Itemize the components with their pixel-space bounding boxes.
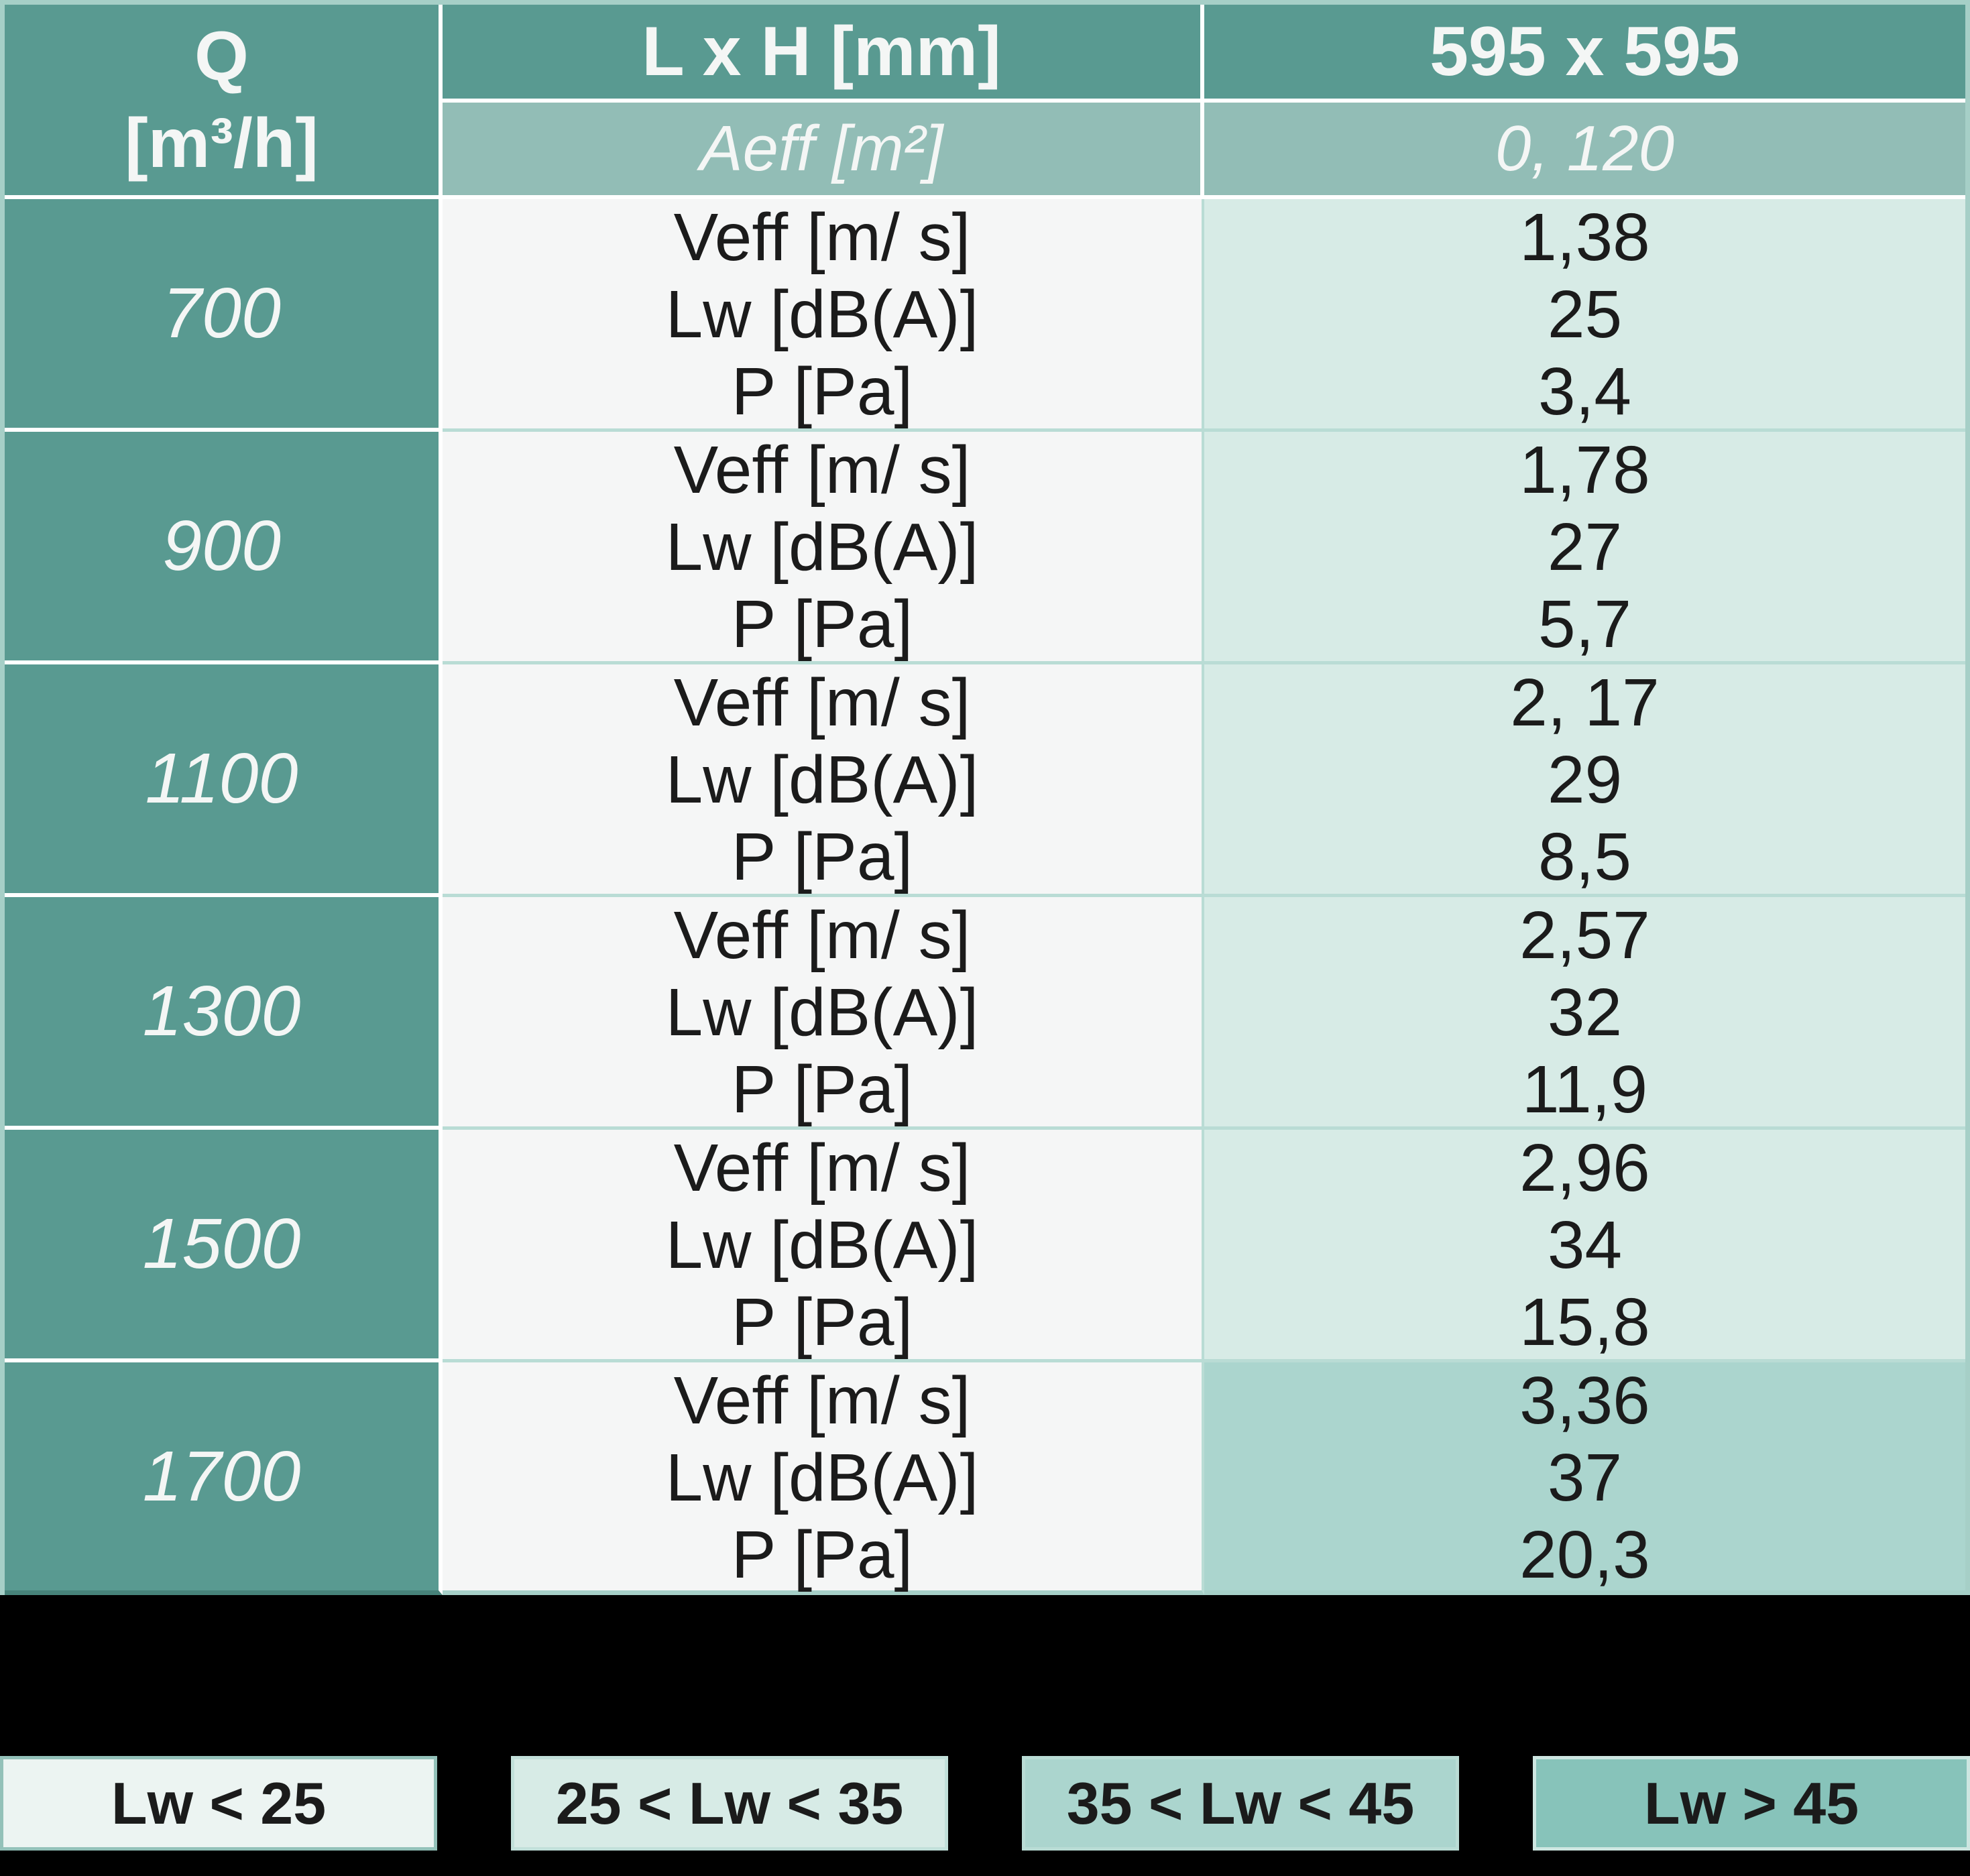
aeff-header: Aeff [m²] bbox=[443, 103, 1204, 199]
metric-label-lw: Lw [dB(A)] bbox=[665, 975, 979, 1050]
p-value: 8,5 bbox=[1538, 819, 1631, 894]
lw-value: 32 bbox=[1547, 975, 1623, 1050]
p-value: 20,3 bbox=[1519, 1517, 1650, 1592]
metric-values-cell: 1,78 27 5,7 bbox=[1204, 432, 1965, 664]
q-unit: [m³/h] bbox=[125, 105, 318, 182]
metric-label-veff: Veff [m/ s] bbox=[673, 1363, 971, 1438]
legend-item-lw-gt-45: Lw > 45 bbox=[1533, 1756, 1970, 1851]
metric-label-lw: Lw [dB(A)] bbox=[665, 742, 979, 817]
legend-item-lw-25-35: 25 < Lw < 35 bbox=[511, 1756, 948, 1851]
p-value: 15,8 bbox=[1519, 1285, 1650, 1360]
lw-value: 29 bbox=[1547, 742, 1623, 817]
metric-label-p: P [Pa] bbox=[731, 1052, 913, 1127]
metric-values-cell: 2,57 32 11,9 bbox=[1204, 897, 1965, 1130]
metric-label-p: P [Pa] bbox=[731, 354, 913, 429]
veff-value: 2, 17 bbox=[1510, 665, 1660, 740]
lw-value: 27 bbox=[1547, 510, 1623, 585]
metric-label-p: P [Pa] bbox=[731, 1285, 913, 1360]
veff-value: 2,57 bbox=[1519, 898, 1650, 973]
lw-value: 34 bbox=[1547, 1208, 1623, 1283]
metric-label-lw: Lw [dB(A)] bbox=[665, 510, 979, 585]
metric-label-p: P [Pa] bbox=[731, 587, 913, 662]
lw-color-legend: Lw < 25 25 < Lw < 35 35 < Lw < 45 Lw > 4… bbox=[0, 1756, 1970, 1851]
metric-labels-cell: Veff [m/ s] Lw [dB(A)] P [Pa] bbox=[443, 1362, 1204, 1595]
lw-value: 37 bbox=[1547, 1440, 1623, 1515]
q-value-cell: 1100 bbox=[5, 664, 443, 897]
q-value-cell: 700 bbox=[5, 199, 443, 432]
q-value-cell: 1700 bbox=[5, 1362, 443, 1595]
q-symbol: Q bbox=[194, 17, 249, 95]
q-column-header: Q [m³/h] bbox=[5, 5, 443, 199]
acoustic-data-table: Q [m³/h] L x H [mm] 595 x 595 Aeff [m²] … bbox=[0, 0, 1970, 1595]
metric-label-p: P [Pa] bbox=[731, 819, 913, 894]
metric-labels-cell: Veff [m/ s] Lw [dB(A)] P [Pa] bbox=[443, 1130, 1204, 1362]
p-value: 11,9 bbox=[1521, 1052, 1648, 1127]
q-value-cell: 900 bbox=[5, 432, 443, 664]
metric-label-veff: Veff [m/ s] bbox=[673, 898, 971, 973]
metric-label-veff: Veff [m/ s] bbox=[673, 432, 971, 508]
metric-label-veff: Veff [m/ s] bbox=[673, 200, 971, 275]
metric-values-cell: 1,38 25 3,4 bbox=[1204, 199, 1965, 432]
metric-labels-cell: Veff [m/ s] Lw [dB(A)] P [Pa] bbox=[443, 664, 1204, 897]
metric-values-cell: 2, 17 29 8,5 bbox=[1204, 664, 1965, 897]
veff-value: 1,38 bbox=[1519, 200, 1650, 275]
metric-labels-cell: Veff [m/ s] Lw [dB(A)] P [Pa] bbox=[443, 432, 1204, 664]
p-value: 3,4 bbox=[1538, 354, 1631, 429]
metric-label-lw: Lw [dB(A)] bbox=[665, 1208, 979, 1283]
lxh-header: L x H [mm] bbox=[443, 5, 1204, 103]
metric-label-veff: Veff [m/ s] bbox=[673, 1130, 971, 1206]
metric-values-cell: 2,96 34 15,8 bbox=[1204, 1130, 1965, 1362]
legend-item-lw-lt-25: Lw < 25 bbox=[0, 1756, 437, 1851]
metric-label-lw: Lw [dB(A)] bbox=[665, 277, 979, 352]
metric-label-lw: Lw [dB(A)] bbox=[665, 1440, 979, 1515]
metric-label-p: P [Pa] bbox=[731, 1517, 913, 1592]
veff-value: 1,78 bbox=[1519, 432, 1650, 508]
legend-item-lw-35-45: 35 < Lw < 45 bbox=[1022, 1756, 1459, 1851]
q-value-cell: 1300 bbox=[5, 897, 443, 1130]
metric-labels-cell: Veff [m/ s] Lw [dB(A)] P [Pa] bbox=[443, 897, 1204, 1130]
size-header: 595 x 595 bbox=[1204, 5, 1965, 103]
metric-labels-cell: Veff [m/ s] Lw [dB(A)] P [Pa] bbox=[443, 199, 1204, 432]
p-value: 5,7 bbox=[1538, 587, 1631, 662]
metric-values-cell: 3,36 37 20,3 bbox=[1204, 1362, 1965, 1595]
veff-value: 3,36 bbox=[1519, 1363, 1650, 1438]
aeff-value: 0, 120 bbox=[1204, 103, 1965, 199]
lw-value: 25 bbox=[1547, 277, 1623, 352]
q-value-cell: 1500 bbox=[5, 1130, 443, 1362]
veff-value: 2,96 bbox=[1519, 1130, 1650, 1206]
metric-label-veff: Veff [m/ s] bbox=[673, 665, 971, 740]
